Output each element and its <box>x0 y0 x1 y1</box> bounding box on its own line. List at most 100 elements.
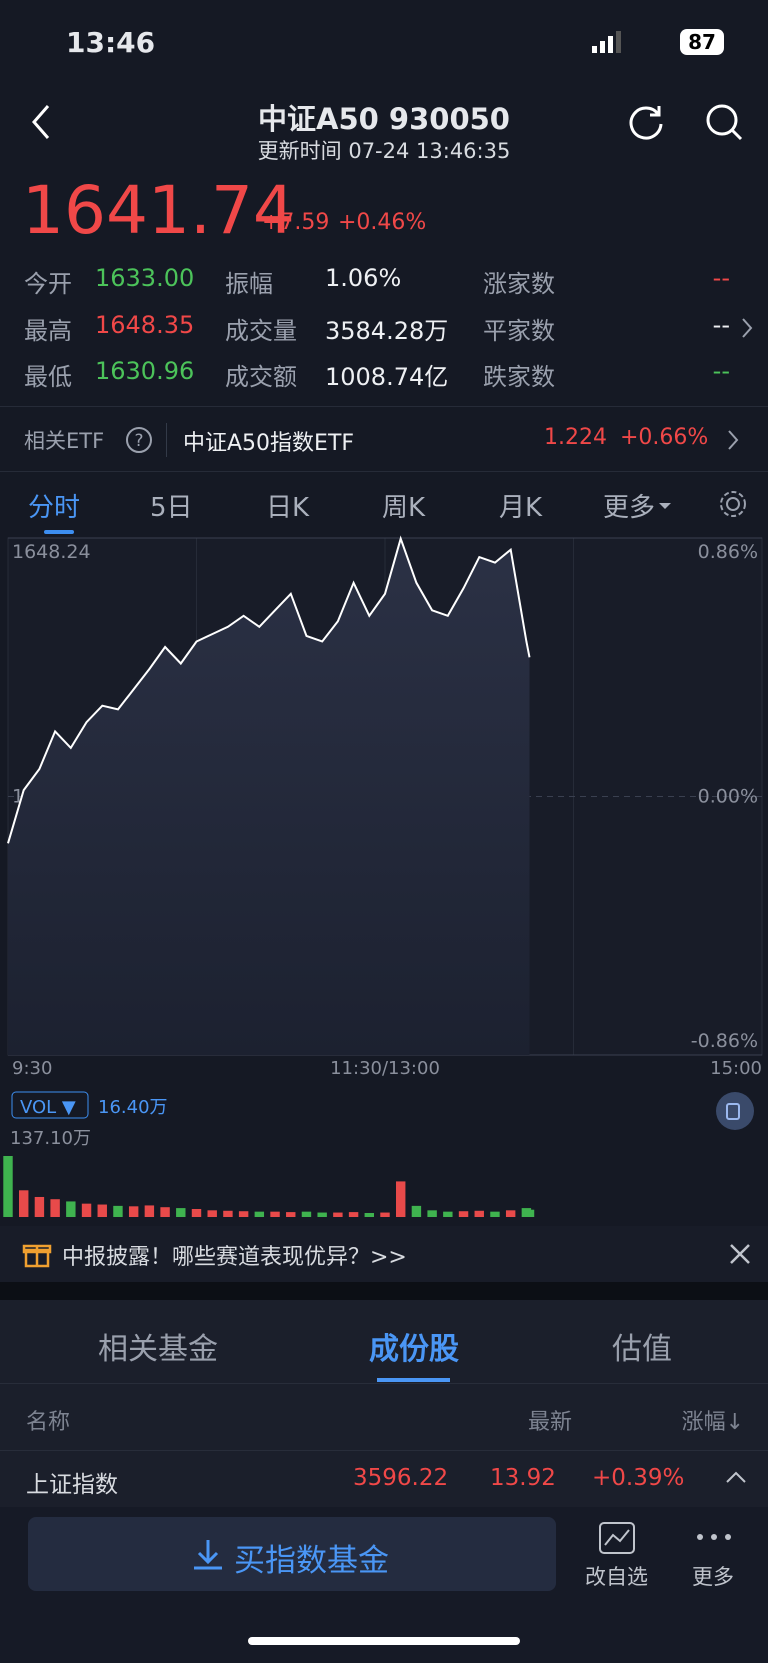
volume-bar <box>270 1211 280 1217</box>
battery: 87 <box>680 29 724 55</box>
notice-bar[interactable]: 中报披露！哪些赛道表现优异？>> <box>0 1226 768 1282</box>
notice-text: 中报披露！哪些赛道表现优异？>> <box>62 1245 407 1270</box>
volume-bar <box>3 1156 13 1217</box>
stat-label: 最高 <box>24 317 72 345</box>
help-icon[interactable]: ? <box>124 425 154 455</box>
price-line <box>7 535 531 844</box>
section-tab[interactable]: 成份股 <box>369 1332 459 1367</box>
gap <box>0 1282 768 1300</box>
price-area <box>8 538 530 1055</box>
vol-box[interactable] <box>11 1091 89 1119</box>
volume-bar <box>18 1190 29 1217</box>
etf-change: +0.66% <box>620 425 709 450</box>
etf-row[interactable]: 相关ETF ? 中证A50指数ETF 1.224 +0.66% <box>0 406 768 472</box>
status-time: 13:46 <box>66 26 156 59</box>
table-row[interactable]: 上证指数 3596.22 13.92 +0.39% <box>0 1451 768 1507</box>
y2-tick-label: -0.86% <box>691 1030 758 1052</box>
stat-value: 1008.74亿 <box>325 363 449 391</box>
stats-chevron[interactable] <box>740 316 754 340</box>
chart-tab[interactable]: 更多 <box>603 487 672 524</box>
rotate-icon <box>726 1103 740 1120</box>
volume-bar <box>524 1209 535 1217</box>
vol-tick-label: 137.10万 <box>10 1128 91 1149</box>
volume-bar <box>81 1203 92 1217</box>
table-cell: 3596.22 <box>353 1465 449 1491</box>
chart-tab[interactable]: 月K <box>499 493 543 523</box>
volume-bar <box>97 1204 107 1217</box>
volume-bar <box>427 1210 437 1217</box>
volume-bar <box>66 1201 76 1217</box>
close-button[interactable] <box>728 1242 752 1266</box>
vol-legend: VOL ▼ <box>20 1097 76 1118</box>
etf-name: 中证A50指数ETF <box>183 431 355 456</box>
header-subtitle: 更新时间 07-24 13:46:35 <box>257 139 511 163</box>
dropdown-caret <box>659 502 672 515</box>
watchlist-button[interactable]: 改自选 <box>585 1565 648 1589</box>
price: 1641.74 <box>22 172 295 249</box>
volume-bar <box>144 1205 155 1217</box>
volume-bar <box>191 1208 202 1217</box>
buy-label: 买指数基金 <box>234 1543 389 1579</box>
stat-value: -- <box>712 264 730 292</box>
volume-bar <box>223 1210 233 1217</box>
stat-label: 跌家数 <box>483 363 555 391</box>
back-button[interactable] <box>26 102 56 142</box>
stat-value: 1648.35 <box>95 311 195 339</box>
volume-bar <box>301 1211 312 1217</box>
table-header-cell: 最新 <box>528 1410 573 1435</box>
table-header-cell[interactable]: 涨幅↓ <box>681 1410 744 1435</box>
volume-bar <box>490 1211 500 1217</box>
intraday-chart: 1620.061634.151648.24-0.86%0.00%0.86%9:3… <box>3 535 763 1217</box>
more-button[interactable]: 更多 <box>692 1565 734 1589</box>
volume-bar <box>348 1212 359 1217</box>
volume-bar <box>411 1205 422 1217</box>
chart-tab[interactable]: 5日 <box>150 493 193 523</box>
expand-icon[interactable] <box>724 1469 748 1485</box>
volume-bar <box>380 1212 390 1217</box>
volume-bar <box>34 1196 45 1217</box>
search-button[interactable] <box>704 102 744 142</box>
volume-bar <box>395 1181 406 1217</box>
x-tick-label: 15:00 <box>710 1058 762 1079</box>
gift-icon <box>22 1244 52 1268</box>
stat-label: 振幅 <box>225 270 273 298</box>
chart-tab[interactable]: 周K <box>382 493 426 523</box>
watchlist-icon <box>599 1522 635 1554</box>
y-tick-label: 1648.24 <box>12 541 91 563</box>
stat-value: -- <box>712 311 730 339</box>
bottom-bar: 买指数基金 改自选 更多 <box>0 1507 768 1663</box>
stat-value: 1630.96 <box>95 357 195 385</box>
volume-bar <box>458 1211 469 1217</box>
header-title: 中证A50 930050 <box>258 102 510 136</box>
volume-bar <box>238 1211 249 1217</box>
volume-bar <box>286 1212 296 1217</box>
stat-label: 平家数 <box>483 317 555 345</box>
price-change-pct: +0.46% <box>338 210 427 235</box>
etf-chevron <box>728 430 739 450</box>
stat-value: 3584.28万 <box>325 317 449 345</box>
rotate-button[interactable] <box>716 1092 754 1130</box>
volume-bar <box>128 1206 139 1217</box>
volume-bar <box>50 1199 60 1217</box>
section-tab[interactable]: 估值 <box>612 1332 672 1367</box>
section-underline <box>377 1378 450 1382</box>
buy-icon <box>194 1540 222 1570</box>
more-icon <box>697 1534 731 1540</box>
volume-bar <box>113 1205 123 1217</box>
table-header: 名称 最新 涨幅↓ <box>0 1384 768 1451</box>
volume-bar <box>474 1210 484 1217</box>
vol-latest: 16.40万 <box>98 1097 168 1118</box>
volume-bar <box>176 1208 186 1217</box>
settings-button[interactable] <box>716 487 750 521</box>
refresh-button[interactable] <box>626 102 666 142</box>
tab-underline <box>44 530 74 534</box>
volume-bar <box>160 1207 170 1217</box>
etf-price: 1.224 <box>544 425 607 450</box>
y2-tick-label: 0.00% <box>698 786 758 808</box>
section-tab[interactable]: 相关基金 <box>98 1332 218 1367</box>
buy-button[interactable]: 买指数基金 <box>28 1517 556 1591</box>
chart-tab[interactable]: 分时 <box>28 493 81 523</box>
chart-tab[interactable]: 日K <box>266 493 310 523</box>
volume-bar <box>364 1212 375 1217</box>
